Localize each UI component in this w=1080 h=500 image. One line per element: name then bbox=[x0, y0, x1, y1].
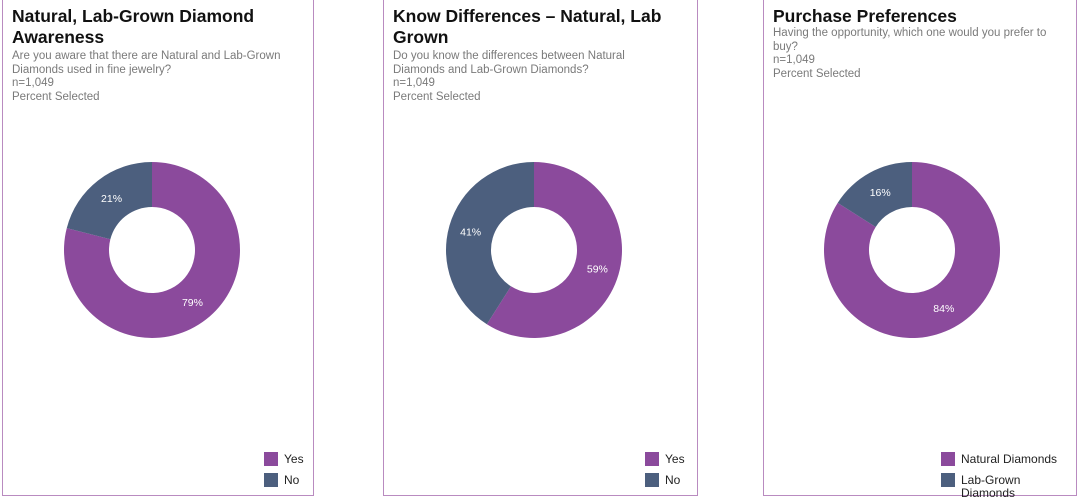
data-label: 16% bbox=[870, 187, 891, 199]
sample-size: n=1,049 bbox=[773, 54, 815, 67]
donut-chart: 59% 41% bbox=[446, 162, 622, 339]
chart-subtitle: Do you know the differences between Natu… bbox=[393, 50, 668, 104]
measure-label: Percent Selected bbox=[773, 67, 861, 80]
data-label: 21% bbox=[101, 193, 122, 205]
awareness-panel: Natural, Lab-Grown Diamond Awareness Are… bbox=[2, 0, 314, 496]
donut-chart: 84% 16% bbox=[824, 162, 1000, 338]
survey-question: Do you know the differences between Natu… bbox=[393, 50, 625, 76]
data-label: 59% bbox=[587, 263, 608, 275]
donut-slice-natural-diamonds bbox=[824, 162, 1000, 338]
data-label: 84% bbox=[933, 303, 954, 315]
donut-slice-no bbox=[66, 162, 152, 240]
chart-subtitle: Are you aware that there are Natural and… bbox=[12, 50, 287, 104]
sample-size: n=1,049 bbox=[12, 77, 54, 90]
donut-chart: 79% 21% bbox=[63, 162, 241, 338]
donut-slice-no bbox=[446, 162, 534, 325]
measure-label: Percent Selected bbox=[12, 90, 100, 103]
survey-question: Are you aware that there are Natural and… bbox=[12, 50, 281, 76]
data-label: 79% bbox=[182, 297, 203, 309]
measure-label: Percent Selected bbox=[393, 90, 481, 103]
sample-size: n=1,049 bbox=[393, 77, 435, 90]
chart-title: Natural, Lab-Grown Diamond Awareness bbox=[12, 6, 255, 47]
chart-title: Purchase Preferences bbox=[773, 6, 957, 26]
know-differences-panel: Know Differences – Natural, Lab Grown Do… bbox=[383, 0, 698, 496]
purchase-preferences-panel: Purchase Preferences Having the opportun… bbox=[763, 0, 1077, 500]
donut-slice-yes bbox=[63, 162, 241, 338]
survey-question: Having the opportunity, which one would … bbox=[773, 27, 1047, 53]
chart-subtitle: Having the opportunity, which one would … bbox=[773, 27, 1048, 81]
data-label: 41% bbox=[460, 227, 481, 239]
donut-slice-lab-grown-diamonds bbox=[837, 162, 912, 227]
chart-title: Know Differences – Natural, Lab Grown bbox=[393, 6, 662, 47]
donut-slice-yes bbox=[486, 162, 622, 339]
